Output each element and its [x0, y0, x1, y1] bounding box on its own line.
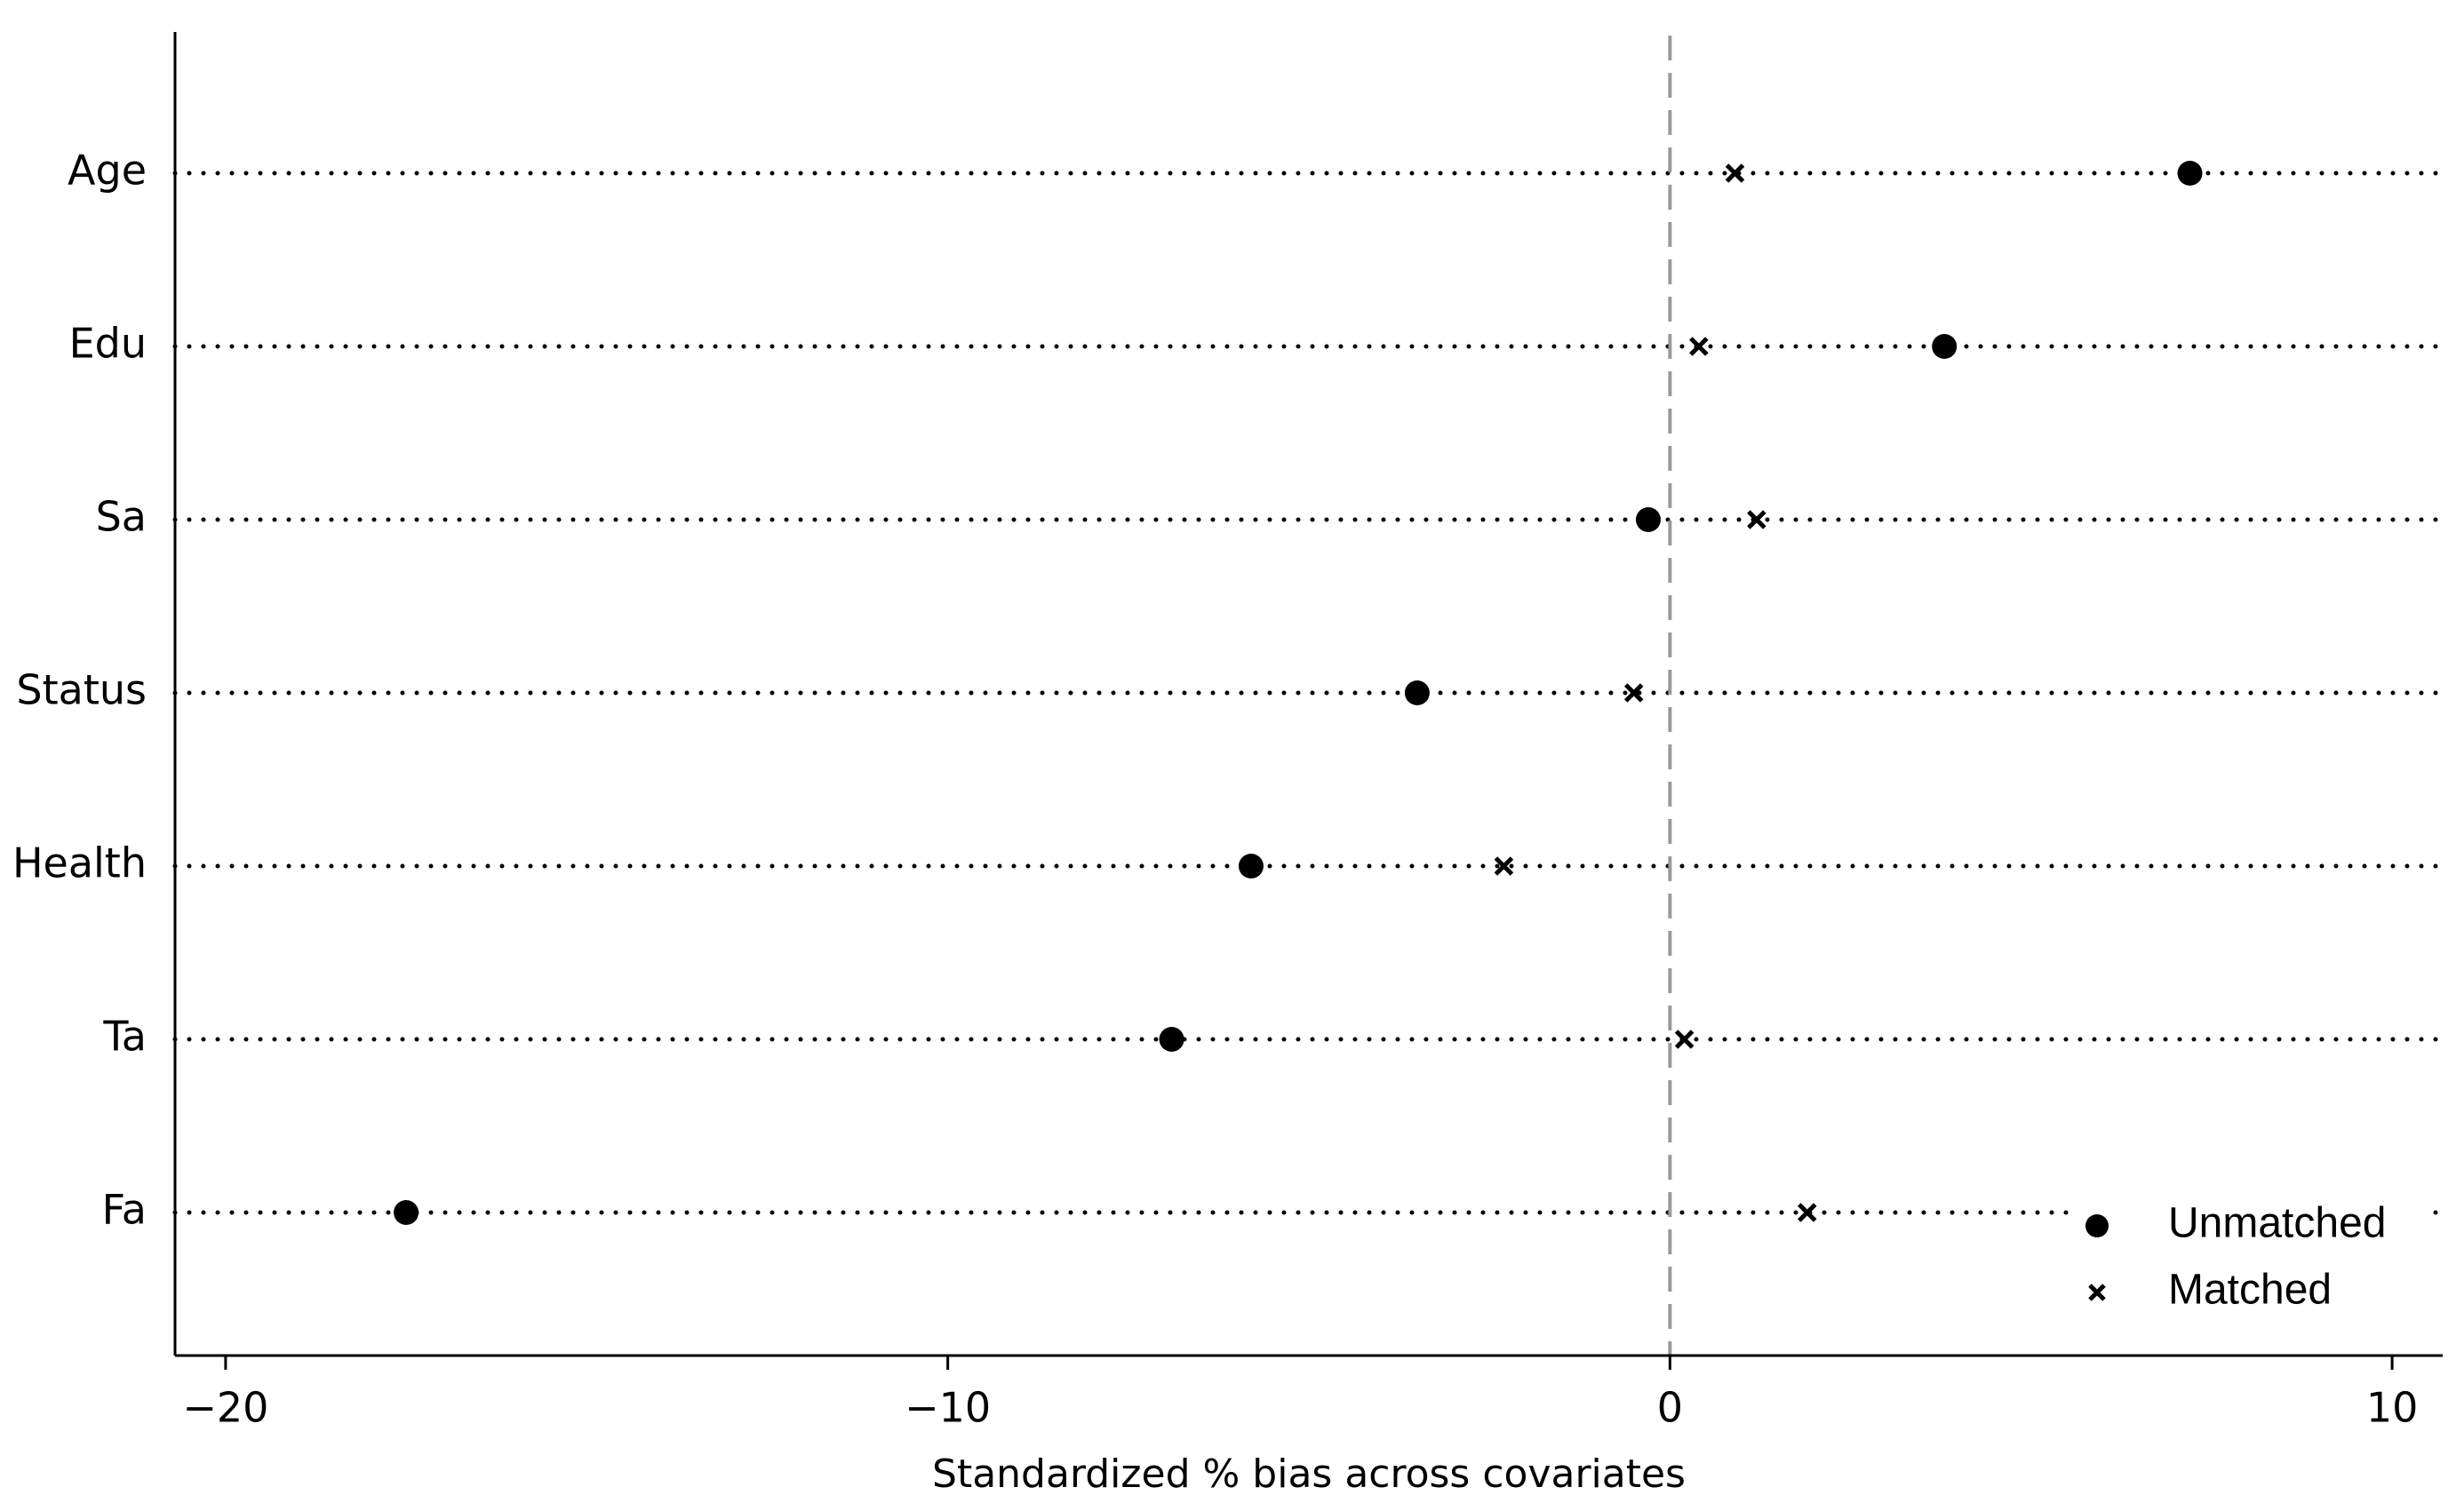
- y-tick-label: Health: [12, 839, 147, 887]
- point: [1159, 1027, 1184, 1052]
- legend-marker: [2085, 1214, 2109, 1237]
- point: [1798, 1203, 1817, 1222]
- x-tick-label: −10: [905, 1384, 991, 1432]
- y-tick-label: Fa: [102, 1186, 147, 1234]
- point: [1932, 334, 1958, 359]
- x-axis-title: Standardized % bias across covariates: [932, 1451, 1686, 1497]
- y-tick-label: Edu: [69, 320, 147, 368]
- y-tick-label: Sa: [96, 493, 147, 541]
- point: [1747, 510, 1766, 529]
- point: [1635, 507, 1661, 532]
- x-tick-label: 0: [1657, 1384, 1683, 1432]
- point: [1689, 337, 1709, 356]
- x-tick-label: −20: [182, 1384, 268, 1432]
- point: [1623, 683, 1644, 703]
- point: [1725, 163, 1745, 183]
- y-tick-label: Age: [68, 147, 147, 195]
- legend-label: Unmatched: [2168, 1200, 2386, 1247]
- point: [1238, 854, 1264, 879]
- y-tick-label: Status: [16, 666, 147, 714]
- point: [1494, 856, 1514, 876]
- legend-label: Matched: [2168, 1267, 2332, 1314]
- point: [1674, 1030, 1694, 1049]
- y-tick-label: Ta: [102, 1013, 147, 1061]
- point: [1404, 680, 1430, 705]
- point: [394, 1200, 419, 1225]
- point: [2177, 161, 2203, 186]
- x-tick-label: 10: [2366, 1384, 2419, 1432]
- legend-box: [2075, 1190, 2430, 1324]
- legend-marker: [2088, 1284, 2106, 1301]
